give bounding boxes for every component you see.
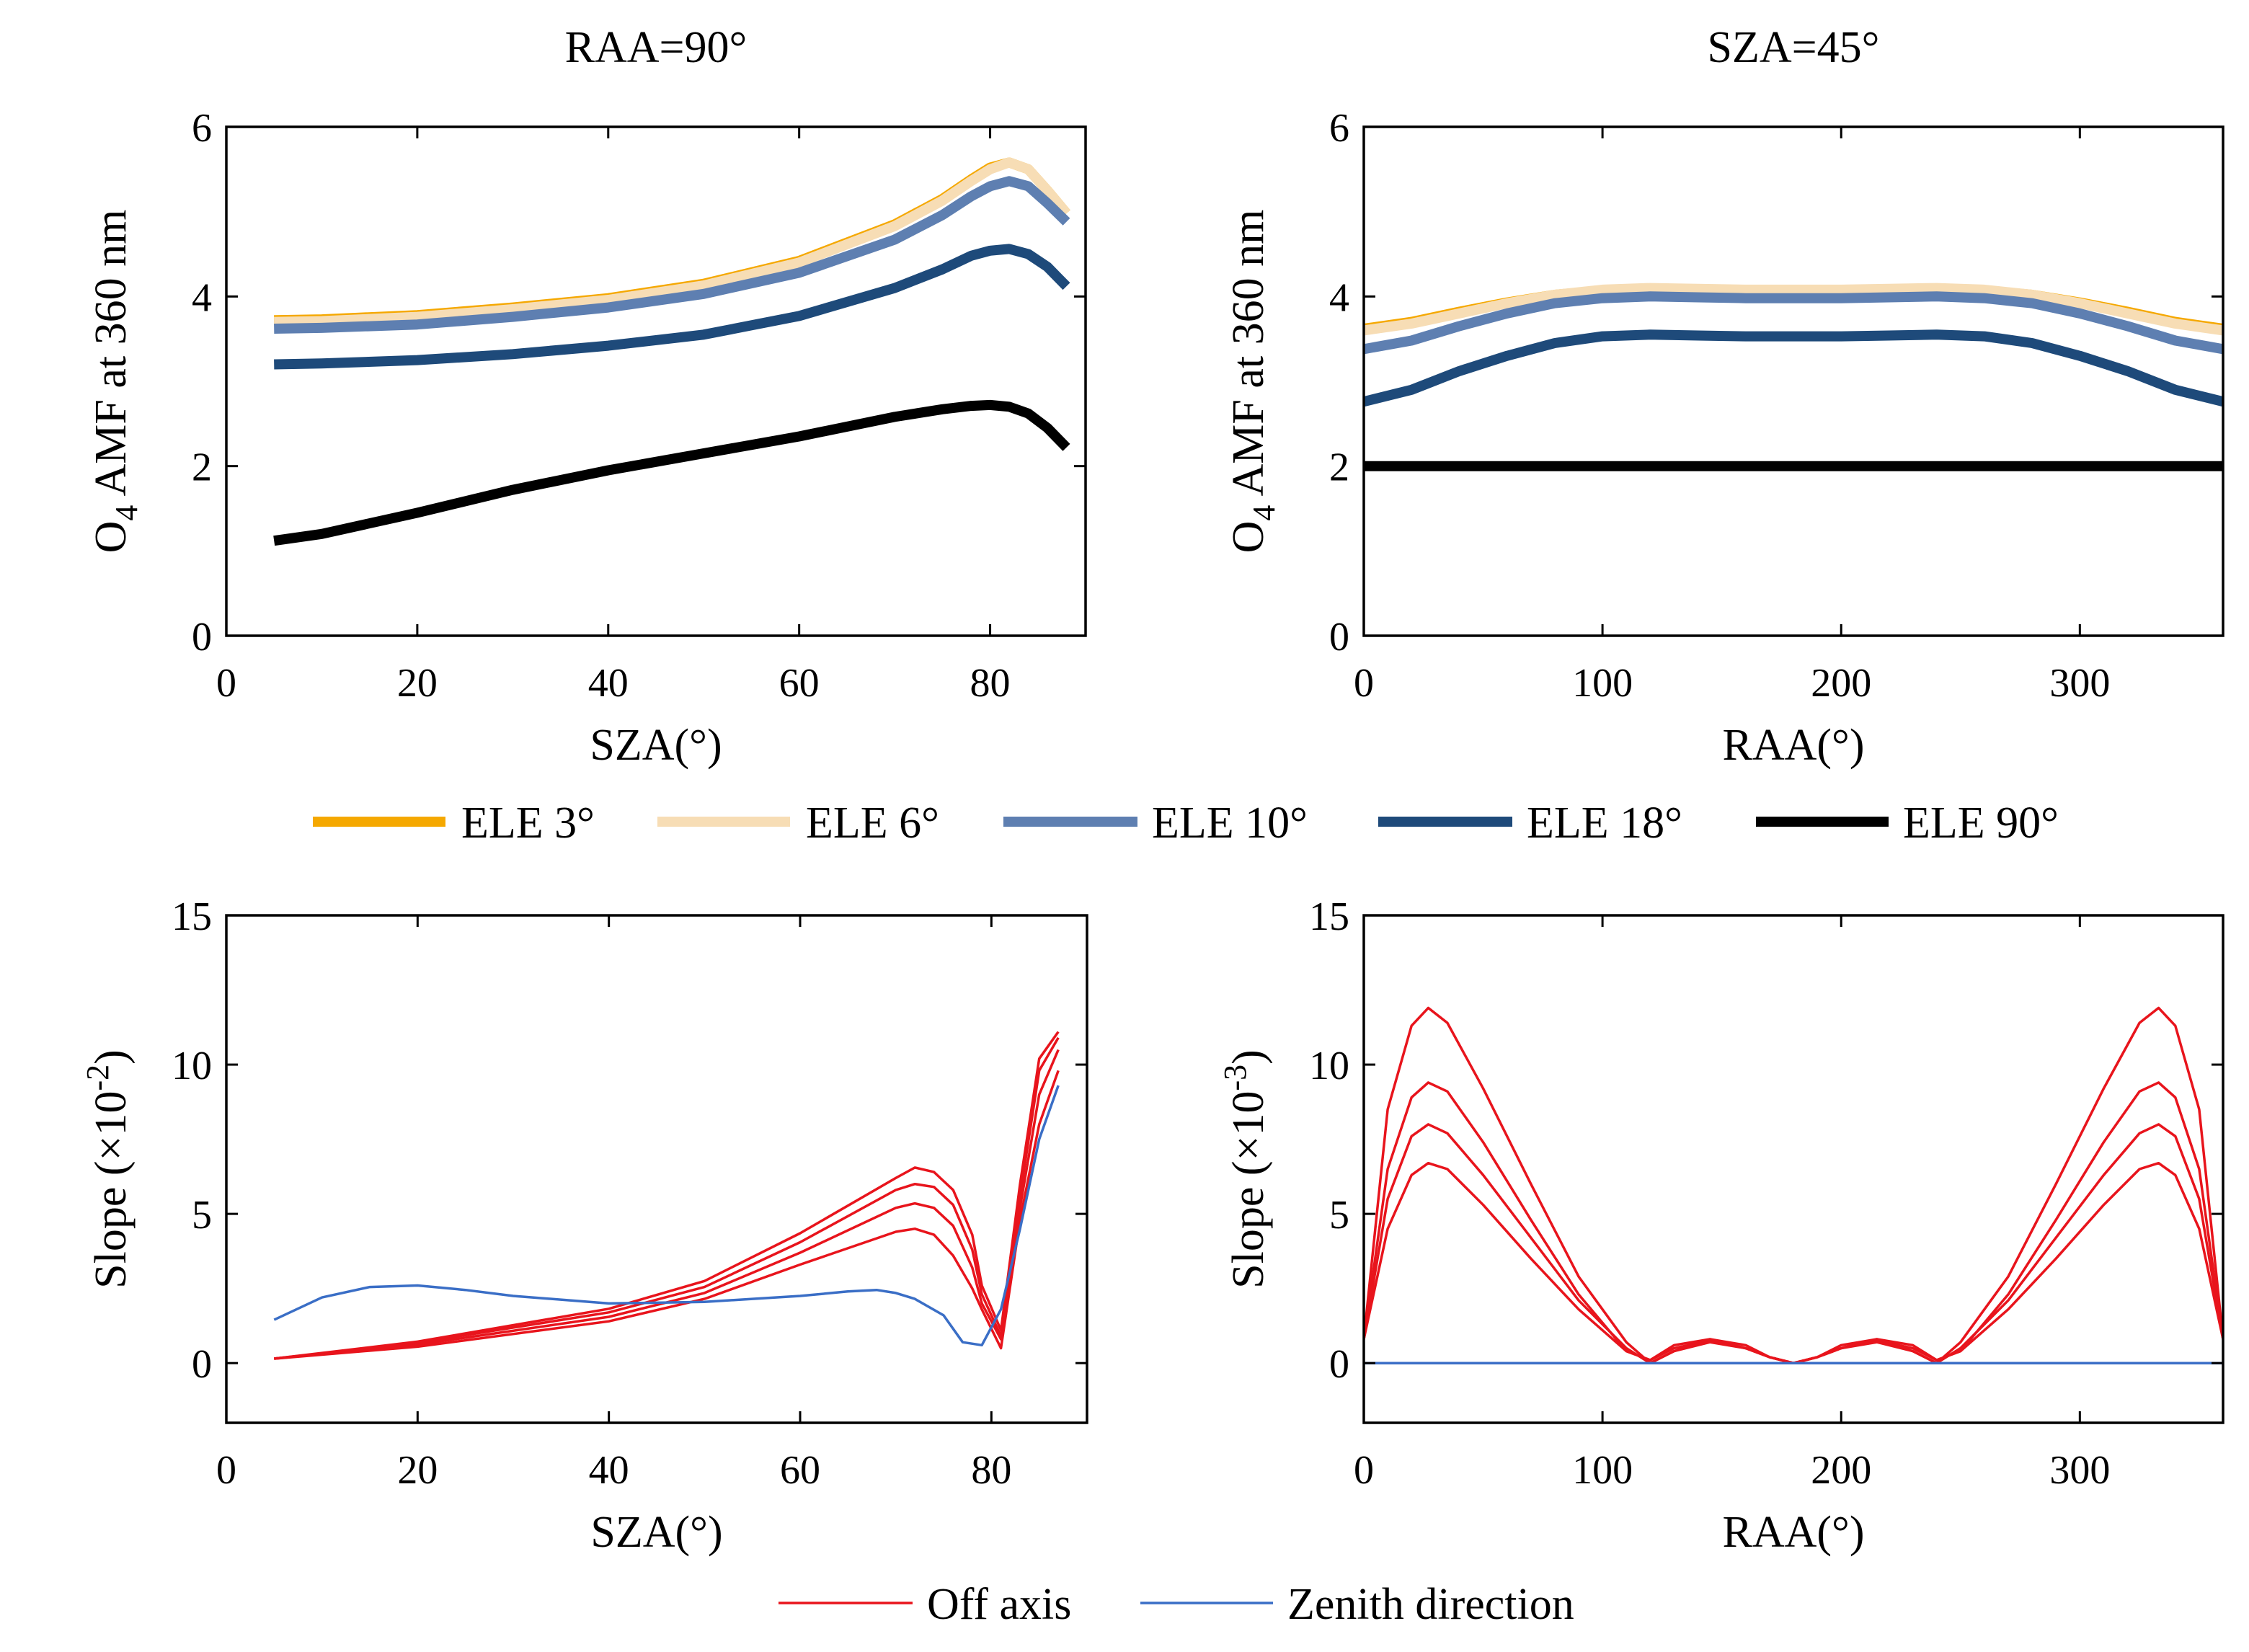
x-tick-label: 300 <box>2049 661 2110 706</box>
plot-frame <box>1362 125 2224 637</box>
plot-frame <box>225 125 1087 637</box>
x-tick-label: 60 <box>780 1448 820 1493</box>
legend-amf: ELE 3° ELE 6° ELE 10° ELE 18° ELE 90° <box>313 799 2059 848</box>
y-label-main: Slope (×10 <box>86 1091 136 1288</box>
series-line-off-axis-0 <box>274 1070 1060 1360</box>
y-tick-label: 15 <box>172 894 212 939</box>
chart-title: SZA=45° <box>1708 23 1880 72</box>
plot-frame <box>1362 914 2224 1424</box>
series-line-ele-6--1 <box>274 157 1070 327</box>
y-axis-label: O4 AMF at 360 nm <box>86 210 144 554</box>
legend-label: ELE 3° <box>461 799 595 848</box>
y-tick-label: 2 <box>192 445 212 490</box>
x-tick-label: 100 <box>1572 1448 1633 1493</box>
y-label-subscript: 4 <box>109 505 144 521</box>
y-label-rest: ) <box>86 1049 136 1065</box>
x-tick-label: 300 <box>2049 1448 2110 1493</box>
y-axis-label: O4 AMF at 360 nm <box>1224 210 1282 554</box>
y-label-main: Slope (×10 <box>1224 1091 1273 1288</box>
y-label-main: O <box>86 521 136 554</box>
legend-slope: Off axis Zenith direction <box>778 1580 1574 1629</box>
x-tick-label: 60 <box>779 661 820 706</box>
legend-label: ELE 18° <box>1527 799 1682 848</box>
series-line-ele-90--4 <box>273 399 1070 546</box>
x-tick-label: 0 <box>1354 661 1374 706</box>
y-tick-label: 4 <box>192 275 212 320</box>
y-label-rest: AMF at 360 nm <box>86 210 136 505</box>
y-tick-label: 0 <box>192 1342 212 1387</box>
chart-title: RAA=90° <box>565 23 748 72</box>
y-label-subscript: 4 <box>1246 505 1282 521</box>
x-tick-label: 20 <box>397 1448 438 1493</box>
x-axis-label: RAA(°) <box>1723 721 1865 770</box>
x-tick-label: 200 <box>1811 1448 1871 1493</box>
y-tick-label: 0 <box>1329 1342 1349 1387</box>
series-line-off-axis-1 <box>1364 1123 2223 1364</box>
series-line-ele-10--2 <box>274 176 1070 334</box>
x-tick-label: 0 <box>216 661 236 706</box>
series-line-off-axis-0 <box>1364 1161 2223 1364</box>
y-tick-label: 5 <box>192 1193 212 1238</box>
series-group <box>273 157 1070 546</box>
y-label-rest: AMF at 360 nm <box>1224 210 1273 505</box>
y-label-rest: ) <box>1224 1049 1273 1065</box>
series-group <box>273 1031 1060 1360</box>
x-axis-label: SZA(°) <box>590 1508 722 1557</box>
x-tick-label: 40 <box>589 1448 629 1493</box>
y-label-main: O <box>1224 521 1273 554</box>
x-tick-label: 0 <box>1354 1448 1374 1493</box>
x-tick-label: 80 <box>971 1448 1011 1493</box>
y-label-superscript: -2 <box>80 1065 115 1091</box>
series-line-zenith-direction-4 <box>273 1085 1060 1347</box>
legend-label: Off axis <box>927 1580 1071 1629</box>
x-tick-label: 0 <box>216 1448 236 1493</box>
series-line-off-axis-2 <box>274 1036 1060 1360</box>
x-tick-label: 80 <box>970 661 1011 706</box>
y-tick-label: 4 <box>1329 275 1349 320</box>
series-group <box>1364 1006 2223 1364</box>
y-tick-label: 6 <box>192 106 212 151</box>
x-tick-label: 40 <box>588 661 629 706</box>
x-tick-label: 100 <box>1572 661 1633 706</box>
series-line-off-axis-3 <box>274 1031 1060 1360</box>
x-axis-label: RAA(°) <box>1723 1508 1865 1557</box>
series-group <box>1364 283 2223 471</box>
chart-slope-sza: 0 20 40 60 80 0 5 10 15 SZA(°) Slope (×10-2) <box>80 894 1088 1557</box>
series-line-ele-18--3 <box>1364 329 2223 407</box>
y-tick-label: 0 <box>1329 615 1349 660</box>
series-line-off-axis-2 <box>1364 1081 2223 1364</box>
y-tick-label: 0 <box>192 615 212 660</box>
y-axis-label: Slope (×10-3) <box>1217 1049 1273 1289</box>
y-tick-label: 15 <box>1309 894 1349 939</box>
x-tick-label: 200 <box>1811 661 1871 706</box>
x-tick-label: 20 <box>397 661 438 706</box>
y-tick-label: 5 <box>1329 1193 1349 1238</box>
y-axis-label: Slope (×10-2) <box>80 1049 136 1289</box>
legend-label: ELE 6° <box>806 799 939 848</box>
legend-label: ELE 10° <box>1152 799 1308 848</box>
x-axis-label: SZA(°) <box>590 721 722 770</box>
y-tick-label: 10 <box>172 1044 212 1088</box>
plot-frame <box>225 914 1088 1424</box>
legend-label: Zenith direction <box>1287 1580 1574 1629</box>
y-tick-label: 10 <box>1309 1044 1349 1088</box>
series-line-ele-10--2 <box>1364 291 2223 355</box>
y-tick-label: 2 <box>1329 445 1349 490</box>
chart-slope-raa: 0 100 200 300 0 5 10 15 RAA(°) Slope (×10-3) <box>1217 894 2224 1557</box>
series-line-ele-18--3 <box>274 244 1070 370</box>
legend-label: ELE 90° <box>1903 799 2059 848</box>
series-line-ele-6--1 <box>1364 283 2223 336</box>
y-tick-label: 6 <box>1329 106 1349 151</box>
y-label-superscript: -3 <box>1217 1065 1253 1091</box>
